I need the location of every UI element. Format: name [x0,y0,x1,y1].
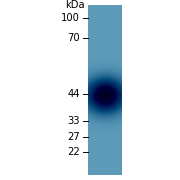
Text: 33: 33 [68,116,80,126]
Text: 100: 100 [61,13,80,23]
Text: 44: 44 [68,89,80,99]
Text: kDa: kDa [65,0,85,10]
Text: 22: 22 [67,147,80,157]
Text: 70: 70 [67,33,80,43]
Text: 27: 27 [67,132,80,142]
